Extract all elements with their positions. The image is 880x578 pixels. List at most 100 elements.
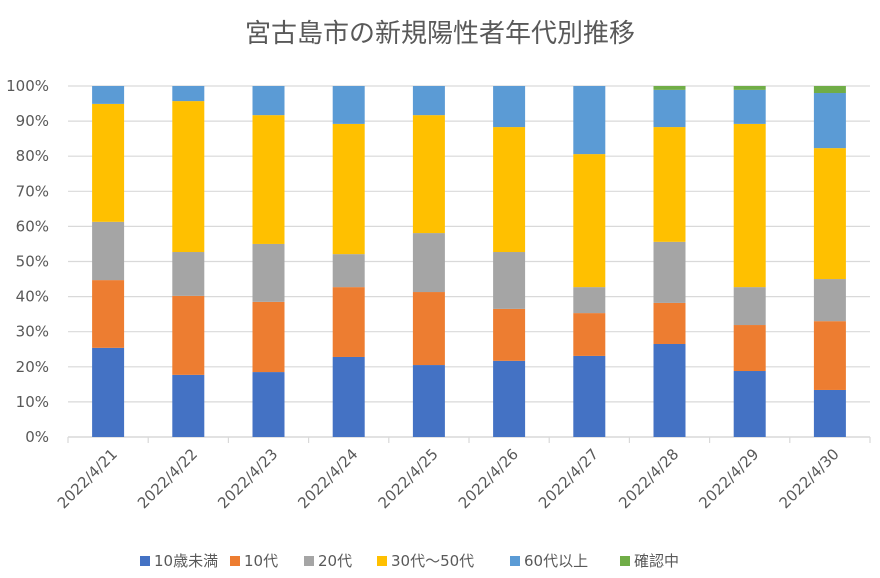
bar-segment [573, 86, 606, 155]
y-axis: 0% 10% 20% 30% 40% 50% 60% 70% 80% 90% 100% [6, 77, 49, 446]
bar-segment [172, 101, 205, 253]
bar-segment [332, 356, 365, 437]
legend-label: 確認中 [634, 552, 679, 570]
bar-stack [172, 86, 205, 437]
bar-segment [653, 241, 686, 303]
x-tick-label: 2022/4/28 [615, 445, 682, 512]
x-tick-label: 2022/4/23 [214, 445, 281, 512]
bar-stack [653, 86, 686, 437]
bar-segment [332, 254, 365, 288]
bar-segment [332, 287, 365, 357]
bar-segment [573, 355, 606, 437]
bar-segment [813, 279, 846, 322]
bar-stack [733, 86, 766, 437]
legend-item: 30代～50代 [377, 552, 474, 570]
legend-swatch [377, 556, 387, 566]
bar-segment [653, 343, 686, 437]
bar-segment [172, 252, 205, 296]
x-axis: 2022/4/21 2022/4/22 2022/4/23 2022/4/24 2022… [54, 437, 871, 512]
bar-segment [412, 292, 445, 366]
bar-segment [813, 93, 846, 149]
legend-label: 60代以上 [524, 552, 588, 570]
legend-swatch [304, 556, 314, 566]
legend-label: 10代 [244, 552, 278, 570]
bar-segment [412, 86, 445, 116]
x-tick-label: 2022/4/29 [695, 445, 762, 512]
x-tick-label: 2022/4/25 [375, 445, 442, 512]
y-tick-label: 30% [16, 323, 49, 341]
bar-segment [493, 252, 526, 309]
legend-label: 10歳未満 [154, 552, 218, 570]
legend-label: 20代 [318, 552, 352, 570]
bar-segment [412, 115, 445, 234]
bar-stack [412, 86, 445, 437]
bar-segment [92, 103, 125, 222]
y-tick-label: 80% [16, 147, 49, 165]
y-tick-label: 10% [16, 393, 49, 411]
legend: 10歳未満 10代 20代 30代～50代 60代以上 確認中 [140, 552, 679, 570]
bar-segment [573, 287, 606, 314]
legend-swatch [620, 556, 630, 566]
bar-segment [252, 301, 285, 373]
bar-segment [573, 313, 606, 356]
x-tick-label: 2022/4/22 [134, 445, 201, 512]
bar-segment [653, 86, 686, 90]
bar-segment [813, 86, 846, 94]
bar-stack [92, 86, 125, 437]
y-tick-label: 60% [16, 217, 49, 235]
bar-segment [653, 302, 686, 344]
bar-segment [92, 347, 125, 437]
bar-segment [733, 371, 766, 437]
bar-segment [653, 127, 686, 242]
legend-label: 30代～50代 [391, 552, 474, 570]
bar-segment [252, 115, 285, 244]
x-tick-label: 2022/4/21 [54, 445, 121, 512]
bar-segment [813, 321, 846, 390]
bar-segment [252, 372, 285, 437]
bar-segment [172, 295, 205, 375]
bar-segment [412, 233, 445, 293]
bar-segment [733, 325, 766, 372]
bar-stack [332, 86, 365, 437]
y-tick-label: 100% [6, 77, 49, 95]
bar-segment [493, 308, 526, 361]
y-tick-label: 40% [16, 288, 49, 306]
bar-segment [493, 86, 526, 128]
bar-segment [172, 86, 205, 102]
bar-segment [332, 86, 365, 124]
bar-segment [733, 86, 766, 90]
bar-segment [573, 154, 606, 288]
bars [92, 86, 846, 437]
legend-swatch [510, 556, 520, 566]
bar-stack [493, 86, 526, 437]
bar-segment [653, 89, 686, 128]
legend-item: 10代 [230, 552, 278, 570]
chart-title: 宮古島市の新規陽性者年代別推移 [245, 19, 635, 49]
legend-swatch [140, 556, 150, 566]
y-tick-label: 20% [16, 358, 49, 376]
x-tick-label: 2022/4/26 [455, 445, 522, 512]
x-tick-label: 2022/4/24 [294, 445, 361, 512]
x-tick-label: 2022/4/30 [776, 445, 843, 512]
bar-stack [573, 86, 606, 437]
x-tick-label: 2022/4/27 [535, 445, 602, 512]
bar-segment [172, 374, 205, 437]
bar-segment [252, 86, 285, 116]
bar-segment [252, 243, 285, 302]
y-tick-label: 0% [25, 428, 49, 446]
bar-stack [252, 86, 285, 437]
bar-segment [813, 389, 846, 437]
bar-segment [412, 365, 445, 437]
legend-item: 10歳未満 [140, 552, 218, 570]
bar-segment [92, 280, 125, 348]
y-tick-label: 90% [16, 112, 49, 130]
bar-segment [92, 86, 125, 104]
bar-segment [92, 221, 125, 281]
legend-item: 20代 [304, 552, 352, 570]
bar-segment [493, 360, 526, 437]
y-tick-label: 70% [16, 182, 49, 200]
bar-segment [733, 123, 766, 288]
bar-segment [733, 89, 766, 124]
legend-item: 60代以上 [510, 552, 588, 570]
